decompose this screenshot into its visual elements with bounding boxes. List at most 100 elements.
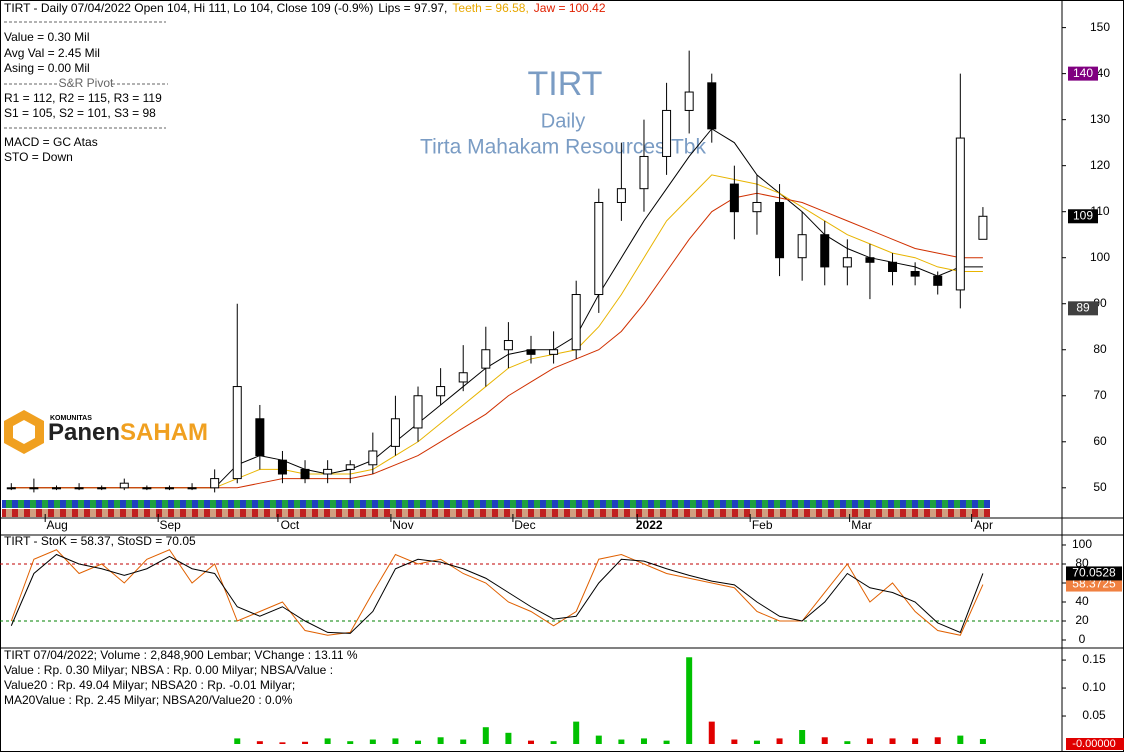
volume-bar: [753, 740, 760, 744]
info-line: Asing = 0.00 Mil: [4, 61, 90, 75]
info-line: Value = 0.30 Mil: [4, 30, 90, 44]
info-line: STO = Down: [4, 150, 73, 164]
candle-body: [345, 464, 355, 470]
volume-bar: [844, 741, 851, 744]
volume-bar: [505, 732, 512, 744]
logo-brand: PanenSAHAM: [48, 419, 208, 446]
candle-body: [639, 155, 649, 190]
header-lips: Lips = 97.97,: [378, 1, 447, 15]
candle-body: [797, 234, 807, 259]
y-tick-label: 80: [1093, 342, 1107, 356]
y-tick-label: 40: [1075, 594, 1089, 608]
x-tick-label: 2022: [636, 518, 663, 532]
x-tick-label: Apr: [974, 518, 993, 532]
candle-body: [390, 418, 400, 447]
volume-bar: [618, 739, 625, 744]
price-tag-label: 140: [1073, 66, 1093, 80]
watermark-title: TIRT: [528, 65, 603, 103]
value-tag-label: 70.0528: [1072, 566, 1116, 580]
candle-body: [707, 82, 717, 130]
candle-body: [142, 487, 152, 490]
volume-bar: [550, 741, 557, 744]
volume-bar: [369, 739, 376, 744]
volume-bar: [573, 721, 580, 744]
y-tick-label: 0.15: [1082, 652, 1106, 666]
stoch-header: TIRT - StoK = 58.37, StoSD = 70.05: [4, 534, 196, 548]
y-tick-label: 0.10: [1082, 680, 1106, 694]
y-tick-label: 100: [1090, 250, 1110, 264]
x-tick-label: Feb: [752, 518, 773, 532]
candle-body: [503, 340, 513, 351]
candle-body: [51, 487, 61, 490]
volume-line: TIRT 07/04/2022; Volume : 2,848,900 Lemb…: [4, 648, 358, 662]
price-tag: [1068, 66, 1098, 81]
y-tick-label: 70: [1093, 388, 1107, 402]
candle-body: [436, 386, 446, 397]
candle-body: [888, 261, 898, 273]
y-tick-label: 130: [1090, 112, 1110, 126]
candle-body: [481, 349, 491, 369]
volume-bar: [256, 741, 263, 744]
volume-bar: [392, 738, 399, 744]
candle-body: [594, 201, 604, 296]
candle-body: [74, 487, 84, 490]
candle-body: [526, 349, 536, 355]
volume-bar: [595, 735, 602, 744]
volume-bar: [482, 727, 489, 744]
y-tick-label: 50: [1093, 480, 1107, 494]
candle-body: [775, 201, 785, 259]
logo-small: KOMUNITAS: [50, 415, 92, 422]
volume-bar: [889, 738, 896, 744]
volume-bar: [731, 739, 738, 744]
candle-body: [187, 487, 197, 490]
volume-line: MA20Value : Rp. 2.45 Milyar; NBSA20/Valu…: [4, 693, 293, 707]
y-tick-label: 120: [1090, 158, 1110, 172]
candle-body: [662, 109, 672, 157]
candle-body: [684, 91, 694, 111]
candle-body: [210, 478, 220, 489]
x-tick-label: Dec: [514, 518, 535, 532]
volume-bar: [912, 738, 919, 744]
header: TIRT - Daily 07/04/2022 Open 104, Hi 111…: [4, 1, 606, 15]
candle-body: [368, 450, 378, 466]
x-tick-label: Oct: [281, 518, 300, 532]
candle-body: [978, 215, 988, 240]
header-jaw: Jaw = 100.42: [534, 1, 606, 15]
y-tick-label: 60: [1093, 434, 1107, 448]
zero-label: -0.00000: [1072, 738, 1115, 750]
candle-body: [413, 395, 423, 429]
candle-body: [549, 349, 559, 355]
candle-body: [752, 201, 762, 213]
value-tag: [1066, 577, 1122, 592]
logo: KOMUNITAS PanenSAHAM: [4, 410, 208, 454]
candle-body: [119, 482, 129, 489]
volume-bar: [957, 735, 964, 744]
candle-body: [910, 271, 920, 277]
candle-body: [458, 372, 468, 383]
volume-bar: [460, 739, 467, 744]
volume-line: Value20 : Rp. 49.04 Milyar; NBSA20 : Rp.…: [4, 678, 295, 692]
signal-strip: [2, 509, 990, 517]
candle-body: [6, 487, 16, 490]
line-series: [10, 549, 984, 636]
y-tick-label: 100: [1072, 537, 1092, 551]
price-tag-label: 89: [1076, 300, 1090, 314]
volume-bar: [415, 740, 422, 744]
candle-body: [323, 468, 333, 475]
info-line: Avg Val = 2.45 Mil: [4, 46, 100, 60]
line-series: [10, 553, 984, 634]
volume-bar: [640, 738, 647, 744]
volume-header: TIRT 07/04/2022; Volume : 2,848,900 Lemb…: [4, 648, 358, 707]
logo-brand-2: SAHAM: [120, 419, 208, 446]
volume-line: Value : Rp. 0.30 Milyar; NBSA : Rp. 0.00…: [4, 663, 333, 677]
volume-bar: [234, 738, 241, 744]
candle-body: [955, 137, 965, 291]
zero-tag: [1066, 738, 1124, 750]
price-tag: [1068, 209, 1098, 224]
candle-body: [255, 418, 265, 457]
value-tag: [1066, 566, 1122, 581]
volume-bar: [799, 730, 806, 744]
y-tick-label: 0: [1079, 632, 1086, 646]
y-tick-label: 20: [1075, 613, 1089, 627]
